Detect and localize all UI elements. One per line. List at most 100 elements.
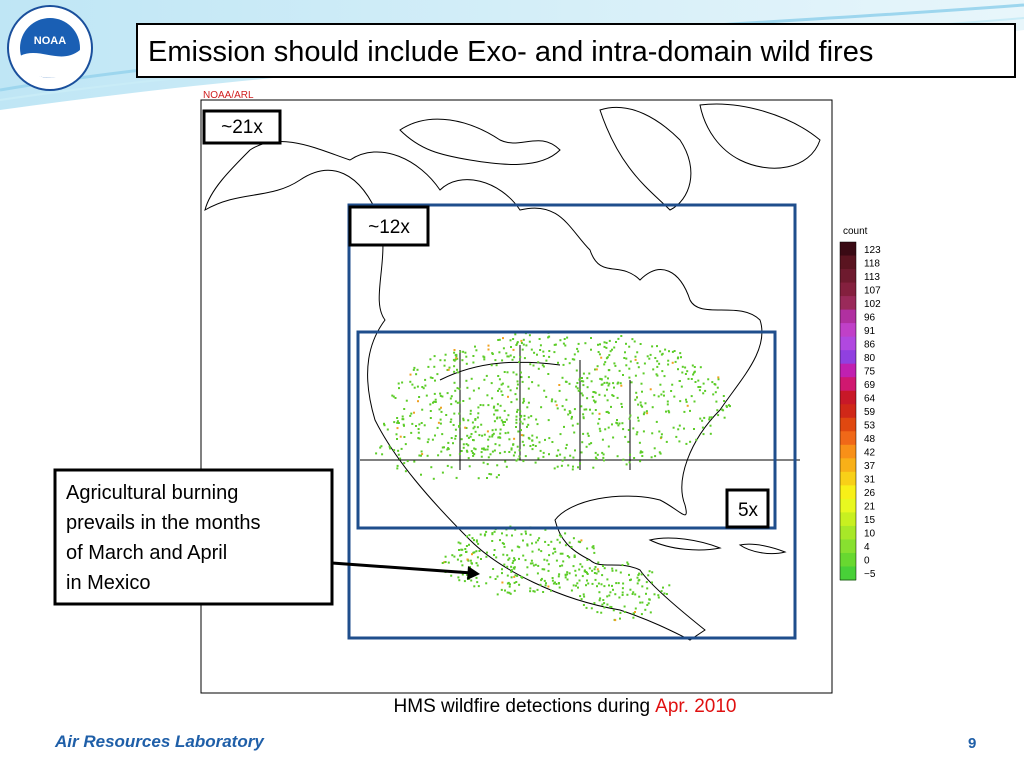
fire-dot	[453, 381, 456, 384]
fire-dot	[597, 561, 600, 564]
fire-dot	[537, 384, 540, 387]
fire-dot	[624, 435, 627, 438]
fire-dot	[573, 358, 576, 361]
fire-dot	[642, 372, 645, 375]
fire-dot	[561, 376, 564, 379]
fire-dot	[487, 344, 490, 347]
fire-dot	[603, 459, 605, 462]
fire-dot	[539, 349, 542, 351]
fire-dot	[536, 353, 538, 356]
caption: HMS wildfire detections during Apr. 2010	[394, 696, 737, 717]
fire-dot	[591, 582, 594, 585]
colorbar-swatch	[840, 458, 856, 473]
fire-dot	[625, 342, 627, 345]
fire-dot	[516, 383, 519, 386]
fire-dot	[659, 350, 662, 353]
fire-dot	[523, 357, 526, 360]
fire-dot	[548, 335, 551, 338]
fire-dot	[620, 335, 623, 337]
fire-dot	[389, 447, 392, 450]
fire-dot	[573, 554, 576, 557]
fire-dot	[493, 554, 495, 556]
fire-dot	[629, 360, 632, 363]
fire-dot	[465, 362, 468, 365]
fire-dot	[500, 383, 503, 386]
fire-dot	[722, 395, 725, 397]
fire-dot	[580, 451, 583, 454]
fire-dot	[673, 350, 676, 352]
fire-dot	[603, 381, 606, 384]
fire-dot	[622, 428, 625, 431]
fire-dot	[476, 556, 479, 559]
fire-dot	[604, 428, 607, 431]
fire-dot	[558, 389, 561, 392]
fire-dot	[658, 430, 661, 433]
fire-dot	[409, 380, 412, 383]
fire-dot	[510, 401, 513, 404]
fire-dot	[717, 378, 720, 381]
fire-dot	[596, 568, 599, 571]
fire-dot	[599, 597, 602, 600]
fire-dot	[694, 381, 697, 383]
fire-dot	[667, 409, 670, 412]
fire-dot	[651, 581, 653, 584]
fire-dot	[581, 441, 584, 444]
fire-dot	[503, 409, 506, 412]
fire-dot	[582, 413, 585, 416]
fire-dot	[601, 438, 604, 441]
fire-dot	[686, 404, 689, 407]
fire-dot	[466, 434, 469, 437]
fire-dot	[646, 355, 649, 358]
fire-dot	[651, 571, 654, 574]
fire-dot	[507, 395, 509, 398]
fire-dot	[550, 589, 552, 592]
fire-dot	[423, 424, 426, 427]
fire-dot	[439, 422, 442, 425]
fire-dot	[484, 448, 487, 451]
fire-dot	[493, 413, 496, 416]
fire-dot	[511, 534, 513, 537]
fire-dot	[602, 456, 605, 459]
fire-dot	[557, 575, 560, 578]
fire-dot	[579, 563, 582, 566]
fire-dot	[708, 416, 711, 419]
fire-dot	[536, 539, 539, 542]
fire-dot	[651, 406, 654, 409]
fire-dot	[496, 403, 499, 406]
fire-dot	[586, 547, 589, 550]
fire-dot	[434, 401, 437, 403]
fire-dot	[493, 530, 496, 533]
fire-dot	[612, 609, 615, 612]
fire-dot	[646, 412, 649, 415]
fire-dot	[717, 414, 720, 417]
fire-dot	[510, 569, 513, 572]
fire-dot	[466, 535, 468, 538]
fire-dot	[663, 592, 666, 595]
fire-dot	[503, 545, 506, 548]
fire-dot	[690, 395, 693, 398]
fire-dot	[593, 551, 596, 554]
fire-dot	[599, 430, 602, 433]
fire-dot	[518, 449, 521, 452]
fire-dot	[517, 430, 520, 433]
fire-dot	[430, 466, 433, 469]
fire-dot	[639, 601, 642, 604]
fire-dot	[651, 432, 654, 435]
fire-dot	[447, 441, 450, 444]
fire-dot	[396, 420, 399, 423]
fire-dot	[450, 403, 453, 406]
fire-dot	[510, 570, 513, 573]
fire-dot	[649, 388, 652, 391]
fire-dot	[498, 387, 501, 390]
colorbar-label: 31	[864, 475, 876, 486]
fire-dot	[516, 387, 518, 390]
fire-dot	[615, 582, 618, 585]
fire-dot	[491, 532, 494, 535]
fire-dot	[542, 451, 545, 454]
fire-dot	[597, 351, 600, 353]
fire-dot	[413, 366, 416, 369]
fire-dot	[583, 595, 586, 598]
fire-dot	[661, 370, 664, 373]
colorbar-swatch	[840, 336, 856, 351]
fire-dot	[667, 359, 670, 362]
